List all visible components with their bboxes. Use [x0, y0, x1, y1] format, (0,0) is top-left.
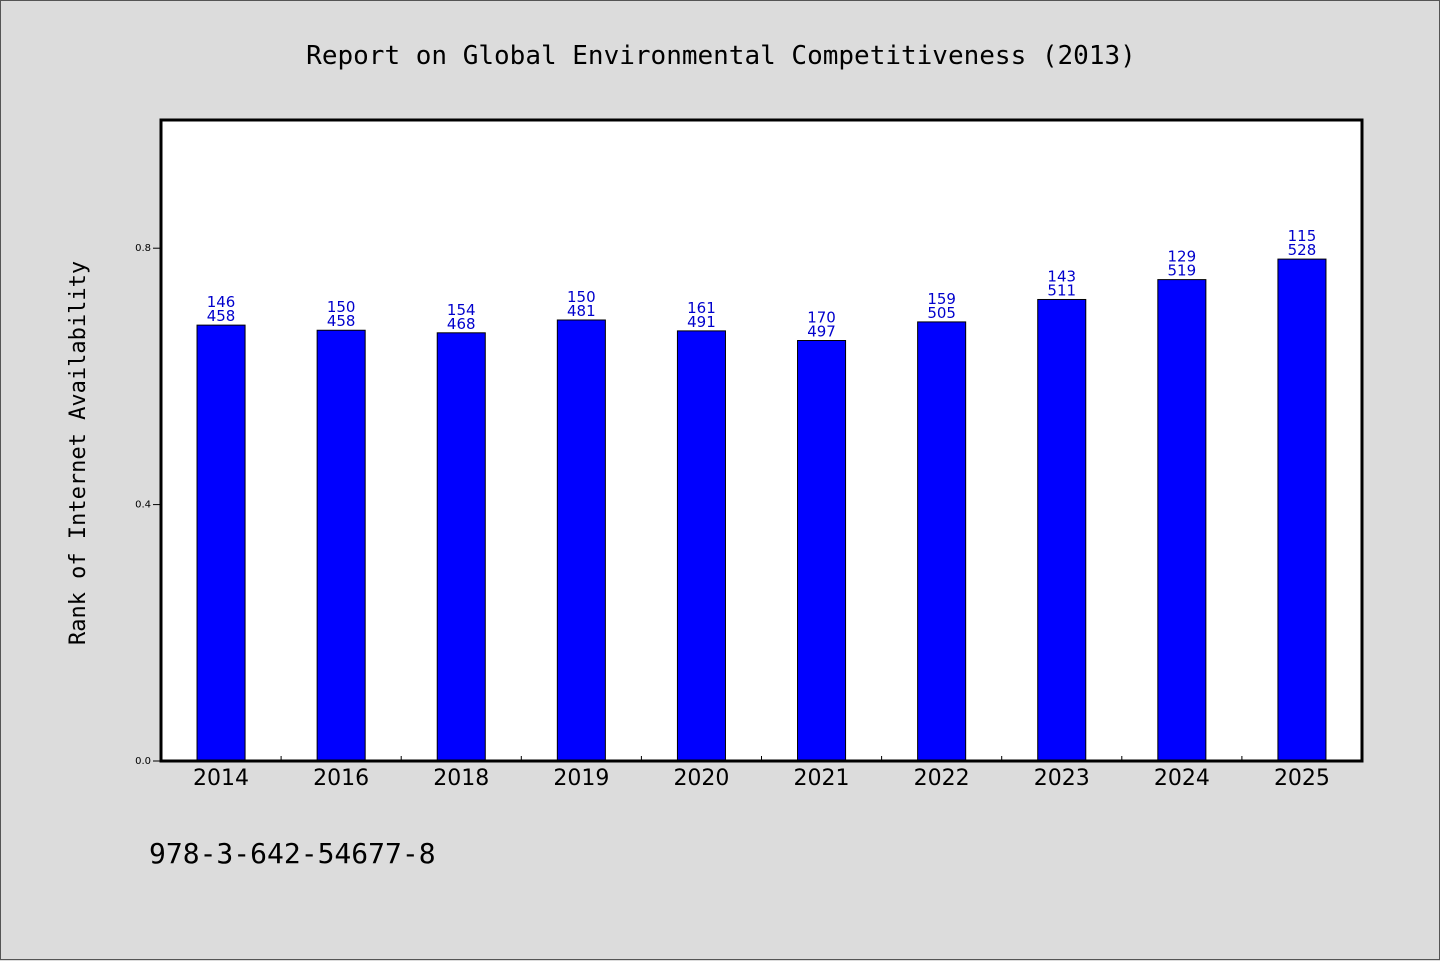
bar-2016 [316, 329, 366, 762]
bar-2022 [917, 321, 967, 762]
bar-2018 [436, 332, 486, 762]
bar-label-bottom-2024: 519 [1168, 262, 1197, 280]
x-tick-label-2025: 2025 [1274, 766, 1330, 791]
bar-label-top-2016: 150 [327, 298, 356, 316]
bar-label-top-2020: 161 [687, 299, 716, 317]
bar-label-bottom-2018: 468 [447, 315, 476, 333]
x-tick-label-2022: 2022 [914, 766, 970, 791]
bar-label-top-2023: 143 [1047, 267, 1076, 285]
bar-label-top-2018: 154 [447, 301, 476, 319]
bar-2025 [1277, 258, 1327, 762]
bar-2019 [556, 319, 606, 762]
bar-2024 [1157, 279, 1207, 762]
bars-layer [196, 258, 1327, 762]
isbn-label: 978-3-642-54677-8 [149, 837, 436, 870]
bar-label-top-2024: 129 [1168, 248, 1197, 266]
bar-label-bottom-2022: 505 [927, 304, 956, 322]
bar-label-top-2021: 170 [807, 309, 836, 327]
bar-label-top-2022: 159 [927, 290, 956, 308]
bar-label-top-2019: 150 [567, 288, 596, 306]
bar-2021 [797, 340, 847, 762]
bar-2023 [1037, 298, 1087, 762]
chart-title: Report on Global Environmental Competiti… [306, 41, 1136, 71]
y-axis-label: Rank of Internet Availability [66, 261, 91, 645]
y-axis: 0.0 0.4 0.8 [135, 243, 161, 767]
x-tick-label-2020: 2020 [673, 766, 729, 791]
y-tick-label-0.0: 0.0 [135, 756, 151, 767]
bar-label-bottom-2023: 511 [1047, 281, 1076, 299]
x-tick-label-2021: 2021 [794, 766, 850, 791]
plot-border [159, 118, 1364, 763]
x-tick-label-2023: 2023 [1034, 766, 1090, 791]
bar-label-top-2014: 146 [207, 293, 236, 311]
bar-label-bottom-2019: 481 [567, 302, 596, 320]
x-tick-label-2014: 2014 [193, 766, 249, 791]
bar-label-bottom-2021: 497 [807, 323, 836, 341]
bar-label-bottom-2020: 491 [687, 313, 716, 331]
x-axis: 2014 2016 2018 2019 2020 2021 2022 2023 2024 2025 [193, 756, 1330, 791]
bar-label-bottom-2025: 528 [1288, 241, 1317, 259]
bar-2020 [676, 330, 726, 762]
bar-label-top-2025: 115 [1288, 227, 1317, 245]
y-tick-label-0.8: 0.8 [135, 243, 151, 254]
bar-label-bottom-2014: 458 [207, 307, 236, 325]
bar-label-bottom-2016: 458 [327, 312, 356, 330]
bar-2014 [196, 324, 246, 762]
x-tick-label-2024: 2024 [1154, 766, 1210, 791]
x-tick-label-2019: 2019 [553, 766, 609, 791]
x-tick-label-2018: 2018 [433, 766, 489, 791]
x-tick-label-2016: 2016 [313, 766, 369, 791]
y-tick-label-0.4: 0.4 [135, 500, 151, 511]
